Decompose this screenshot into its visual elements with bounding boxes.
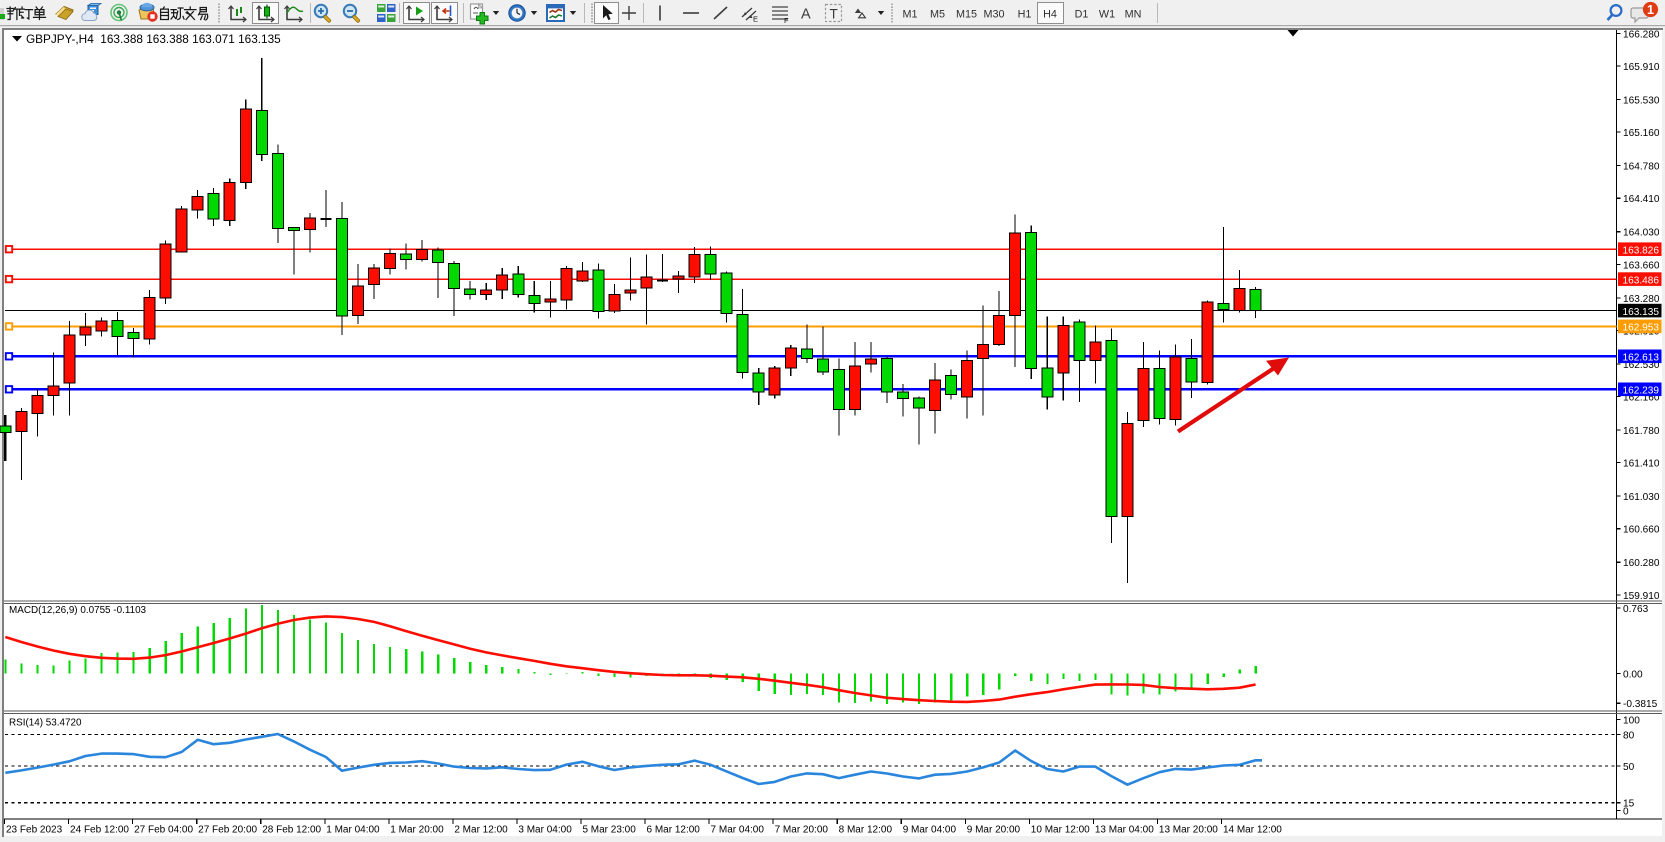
- svg-text:0.00: 0.00: [1623, 670, 1643, 681]
- svg-text:M15: M15: [956, 9, 977, 21]
- svg-text:F: F: [784, 16, 789, 25]
- svg-text:7 Mar 04:00: 7 Mar 04:00: [711, 825, 765, 836]
- svg-text:13 Mar 04:00: 13 Mar 04:00: [1095, 825, 1154, 836]
- svg-text:1 Mar 04:00: 1 Mar 04:00: [326, 825, 380, 836]
- svg-text:E: E: [753, 15, 758, 24]
- svg-text:162.239: 162.239: [1623, 386, 1660, 397]
- svg-text:161.410: 161.410: [1623, 459, 1660, 470]
- svg-text:165.530: 165.530: [1623, 96, 1660, 107]
- svg-text:163.280: 163.280: [1623, 294, 1660, 305]
- svg-text:23 Feb 2023: 23 Feb 2023: [6, 825, 63, 836]
- svg-text:M5: M5: [930, 9, 945, 21]
- svg-text:D1: D1: [1075, 9, 1089, 21]
- svg-text:166.280: 166.280: [1623, 29, 1660, 40]
- svg-text:A: A: [801, 7, 811, 23]
- svg-text:162.613: 162.613: [1623, 353, 1660, 364]
- svg-text:0: 0: [1623, 807, 1629, 818]
- svg-text:7 Mar 20:00: 7 Mar 20:00: [775, 825, 829, 836]
- svg-text:159.910: 159.910: [1623, 591, 1660, 602]
- svg-text:163.826: 163.826: [1623, 245, 1660, 256]
- svg-text:162.160: 162.160: [1623, 393, 1660, 404]
- svg-text:13 Mar 20:00: 13 Mar 20:00: [1159, 825, 1218, 836]
- svg-text:50: 50: [1623, 762, 1635, 773]
- svg-text:162.530: 162.530: [1623, 360, 1660, 371]
- svg-text:H1: H1: [1018, 9, 1032, 21]
- svg-text:T: T: [830, 7, 838, 22]
- svg-text:163.135: 163.135: [1623, 307, 1660, 318]
- svg-text:24 Feb 12:00: 24 Feb 12:00: [70, 825, 129, 836]
- svg-text:1 Mar 20:00: 1 Mar 20:00: [390, 825, 444, 836]
- svg-text:W1: W1: [1099, 9, 1115, 21]
- svg-text:MACD(12,26,9) 0.0755 -0.1103: MACD(12,26,9) 0.0755 -0.1103: [9, 605, 147, 616]
- svg-text:10 Mar 12:00: 10 Mar 12:00: [1031, 825, 1090, 836]
- svg-text:15: 15: [1623, 799, 1635, 810]
- svg-text:160.660: 160.660: [1623, 525, 1660, 536]
- svg-text:160.280: 160.280: [1623, 558, 1660, 569]
- svg-text:1: 1: [1647, 3, 1654, 17]
- svg-text:5 Mar 23:00: 5 Mar 23:00: [582, 825, 636, 836]
- svg-text:14 Mar 12:00: 14 Mar 12:00: [1223, 825, 1282, 836]
- svg-text:GBPJPY-,H4 163.388 163.388 16: GBPJPY-,H4 163.388 163.388 163.071 163.1…: [26, 32, 281, 46]
- svg-text:161.780: 161.780: [1623, 426, 1660, 437]
- svg-text:8 Mar 12:00: 8 Mar 12:00: [839, 825, 893, 836]
- svg-text:0.763: 0.763: [1623, 604, 1649, 615]
- svg-text:M30: M30: [983, 9, 1004, 21]
- svg-text:164.410: 164.410: [1623, 194, 1660, 205]
- svg-text:H4: H4: [1043, 9, 1057, 21]
- svg-text:164.780: 164.780: [1623, 162, 1660, 173]
- svg-text:27 Feb 20:00: 27 Feb 20:00: [198, 825, 257, 836]
- svg-text:3 Mar 04:00: 3 Mar 04:00: [518, 825, 572, 836]
- svg-text:161.030: 161.030: [1623, 492, 1660, 503]
- svg-text:162.953: 162.953: [1623, 323, 1660, 334]
- svg-text:-0.3815: -0.3815: [1623, 699, 1658, 710]
- svg-text:RSI(14) 53.4720: RSI(14) 53.4720: [9, 718, 82, 729]
- svg-text:163.486: 163.486: [1623, 275, 1660, 286]
- svg-text:164.030: 164.030: [1623, 228, 1660, 239]
- svg-text:165.910: 165.910: [1623, 62, 1660, 73]
- svg-text:28 Feb 12:00: 28 Feb 12:00: [262, 825, 321, 836]
- svg-text:80: 80: [1623, 730, 1635, 741]
- svg-text:M1: M1: [903, 9, 918, 21]
- svg-text:2 Mar 12:00: 2 Mar 12:00: [454, 825, 508, 836]
- svg-text:6 Mar 12:00: 6 Mar 12:00: [647, 825, 701, 836]
- svg-text:9 Mar 04:00: 9 Mar 04:00: [903, 825, 957, 836]
- svg-text:163.660: 163.660: [1623, 260, 1660, 271]
- svg-text:100: 100: [1623, 716, 1640, 727]
- svg-text:9 Mar 20:00: 9 Mar 20:00: [967, 825, 1021, 836]
- svg-text:MN: MN: [1125, 9, 1142, 21]
- svg-text:27 Feb 04:00: 27 Feb 04:00: [134, 825, 193, 836]
- svg-text:165.160: 165.160: [1623, 128, 1660, 139]
